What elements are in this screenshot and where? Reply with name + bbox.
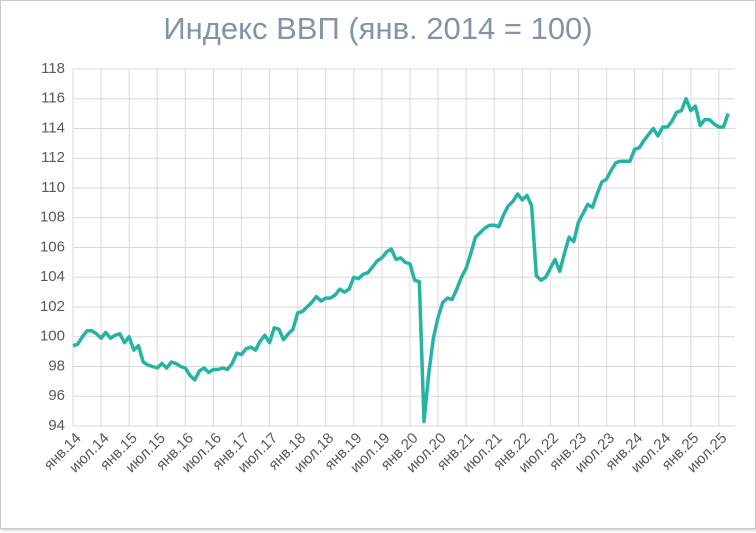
y-tick-label: 108 [40, 209, 65, 226]
y-tick-label: 98 [48, 357, 65, 374]
y-tick-label: 114 [41, 119, 65, 136]
y-tick-label: 118 [41, 60, 65, 77]
chart-title: Индекс ВВП (янв. 2014 = 100) [163, 11, 592, 46]
y-tick-label: 112 [41, 149, 65, 166]
y-tick-label: 100 [40, 328, 65, 345]
y-tick-label: 94 [48, 417, 65, 434]
y-tick-label: 104 [40, 268, 65, 285]
y-tick-label: 110 [41, 179, 65, 196]
y-tick-label: 106 [40, 238, 65, 255]
y-tick-label: 116 [41, 90, 65, 107]
line-series [72, 97, 730, 424]
y-tick-label: 96 [48, 387, 65, 404]
y-tick-label: 102 [40, 298, 65, 315]
